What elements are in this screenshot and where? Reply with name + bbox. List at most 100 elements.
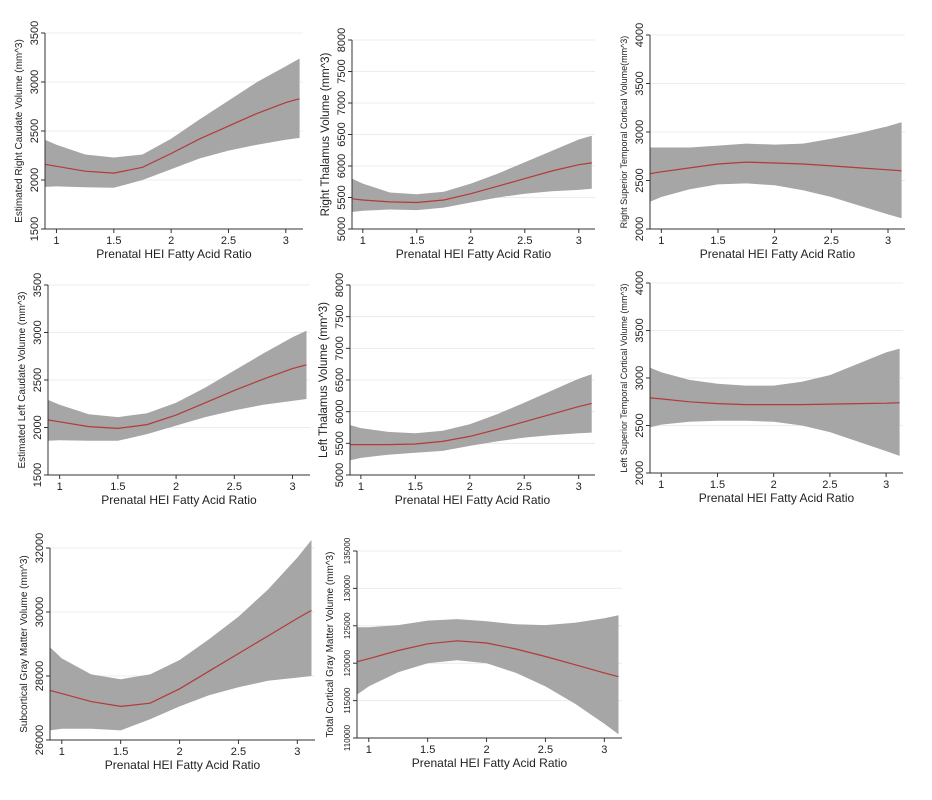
y-tick-label: 8000 (334, 273, 346, 297)
x-tick-label: 3 (576, 481, 582, 493)
y-axis-title: Left Superior Temporal Cortical Volume (… (619, 283, 629, 472)
x-tick-label: 2.5 (538, 744, 553, 756)
y-tick-label: 7000 (334, 336, 346, 360)
x-tick-label: 1.5 (106, 235, 121, 247)
fit-line (351, 162, 592, 204)
confidence-band (45, 58, 300, 188)
y-tick-label: 3500 (634, 71, 646, 95)
y-tick-label: 3000 (32, 320, 44, 344)
y-tick-label: 3500 (32, 273, 44, 297)
x-tick-label: 1.5 (409, 235, 424, 247)
y-tick-label: 32000 (34, 533, 46, 564)
y-tick-label: 7500 (336, 59, 348, 83)
y-axis-title: Right Superior Temporal Cortical Volume(… (619, 36, 629, 229)
y-tick-label: 3000 (29, 70, 41, 94)
y-tick-label: 1500 (32, 463, 44, 487)
x-tick-label: 1.5 (710, 235, 725, 247)
x-tick-label: 2.5 (824, 235, 839, 247)
x-axis-title: Prenatal HEI Fatty Acid Ratio (396, 247, 552, 261)
x-tick-label: 2 (772, 235, 778, 247)
fit-line (47, 364, 307, 430)
x-tick-label: 1 (53, 235, 59, 247)
x-tick-label: 2 (468, 235, 474, 247)
y-tick-label: 4000 (634, 271, 646, 295)
x-tick-label: 2.5 (517, 481, 532, 493)
x-tick-label: 1 (57, 481, 63, 493)
y-tick-label: 115000 (343, 687, 352, 714)
x-tick-label: 1 (358, 481, 364, 493)
y-tick-label: 120000 (343, 649, 352, 676)
fit-line (356, 640, 619, 678)
y-tick-label: 6000 (334, 399, 346, 423)
x-tick-label: 1.5 (110, 481, 125, 493)
fit-line (649, 161, 902, 175)
chart-panel-2: 1 1.5 2 2.5 3 5000 5500 6000 6500 7000 7500 8000 Pre… (320, 28, 595, 261)
x-tick-label: 2 (483, 744, 489, 756)
confidence-band (352, 135, 592, 212)
x-tick-label: 1.5 (408, 481, 423, 493)
x-axis-title: Prenatal HEI Fatty Acid Ratio (412, 756, 568, 770)
x-axis-title: Prenatal HEI Fatty Acid Ratio (700, 247, 856, 261)
y-tick-label: 6500 (334, 368, 346, 392)
y-tick-label: 8000 (336, 28, 348, 52)
y-tick-label: 2000 (634, 461, 646, 485)
x-axis-title: Prenatal HEI Fatty Acid Ratio (105, 758, 261, 772)
y-tick-label: 6500 (336, 122, 348, 146)
y-tick-label: 2500 (29, 119, 41, 143)
x-tick-label: 1 (366, 744, 372, 756)
y-tick-label: 1500 (29, 217, 41, 241)
confidence-band (650, 348, 900, 456)
y-tick-label: 125000 (343, 612, 352, 639)
y-tick-label: 135000 (343, 537, 352, 564)
y-tick-label: 5500 (336, 185, 348, 209)
chart-panel-3: 1 1.5 2 2.5 3 2000 2500 3000 3500 4000 Prenatal HE… (619, 23, 905, 261)
y-tick-label: 4000 (634, 23, 646, 47)
y-tick-label: 2500 (634, 168, 646, 192)
confidence-band (50, 540, 312, 731)
y-tick-label: 6000 (336, 154, 348, 178)
chart-panel-1: 1 1.5 2 2.5 3 1500 2000 2500 3000 3500 Prenatal HE… (14, 21, 303, 261)
y-tick-label: 30000 (34, 597, 46, 628)
chart-panel-6: 1 1.5 2 2.5 3 2000 2500 3000 3500 4000 Prenatal HE… (619, 271, 903, 505)
y-tick-label: 2500 (634, 413, 646, 437)
x-tick-label: 1.5 (420, 744, 435, 756)
y-axis-title: Total Cortical Gray Matter Volume (mm^3) (325, 552, 336, 738)
y-axis-title: Right Thalamus Volume (mm^3) (320, 52, 332, 216)
y-tick-label: 5500 (334, 431, 346, 455)
y-tick-label: 2000 (32, 415, 44, 439)
confidence-band (48, 330, 307, 441)
x-tick-label: 2 (173, 481, 179, 493)
y-axis-title: Subcortical Gray Matter Volume (mm^3) (19, 555, 30, 733)
x-axis-title: Prenatal HEI Fatty Acid Ratio (699, 491, 855, 505)
y-tick-label: 110000 (343, 724, 352, 751)
chart-panel-5: 1 1.5 2 2.5 3 5000 5500 6000 6500 7000 7500 8000 Pre… (318, 273, 595, 507)
x-tick-label: 1 (658, 235, 664, 247)
fit-line (49, 609, 312, 708)
chart-panel-7: 1 1.5 2 2.5 3 26000 28000 30000 32000 Prenatal HE… (19, 533, 315, 772)
x-axis-title: Prenatal HEI Fatty Acid Ratio (96, 247, 252, 261)
y-tick-label: 3000 (634, 366, 646, 390)
x-tick-label: 2 (467, 481, 473, 493)
fit-line (350, 402, 592, 446)
confidence-band (350, 374, 592, 461)
y-tick-label: 7000 (336, 91, 348, 115)
x-tick-label: 3 (283, 235, 289, 247)
y-tick-label: 2000 (29, 168, 41, 192)
x-tick-label: 2 (176, 746, 182, 758)
y-tick-label: 5000 (334, 463, 346, 487)
y-axis-title: Left Thalamus Volume (mm^3) (318, 302, 330, 458)
y-axis-title: Estimated Left Caudate Volume (mm^3) (17, 292, 28, 469)
x-axis-title: Prenatal HEI Fatty Acid Ratio (395, 493, 551, 507)
x-tick-label: 2.5 (517, 235, 532, 247)
x-tick-label: 1.5 (113, 746, 128, 758)
x-tick-label: 1.5 (710, 479, 725, 491)
y-tick-label: 2000 (634, 217, 646, 241)
x-tick-label: 1 (658, 479, 664, 491)
x-tick-label: 1 (59, 746, 65, 758)
x-tick-label: 3 (883, 479, 889, 491)
x-axis-title: Prenatal HEI Fatty Acid Ratio (101, 493, 257, 507)
x-tick-label: 2.5 (227, 481, 242, 493)
y-tick-label: 7500 (334, 304, 346, 328)
chart-panel-4: 1 1.5 2 2.5 3 1500 2000 2500 3000 3500 Prenatal HE… (17, 273, 310, 507)
y-tick-label: 2500 (32, 368, 44, 392)
